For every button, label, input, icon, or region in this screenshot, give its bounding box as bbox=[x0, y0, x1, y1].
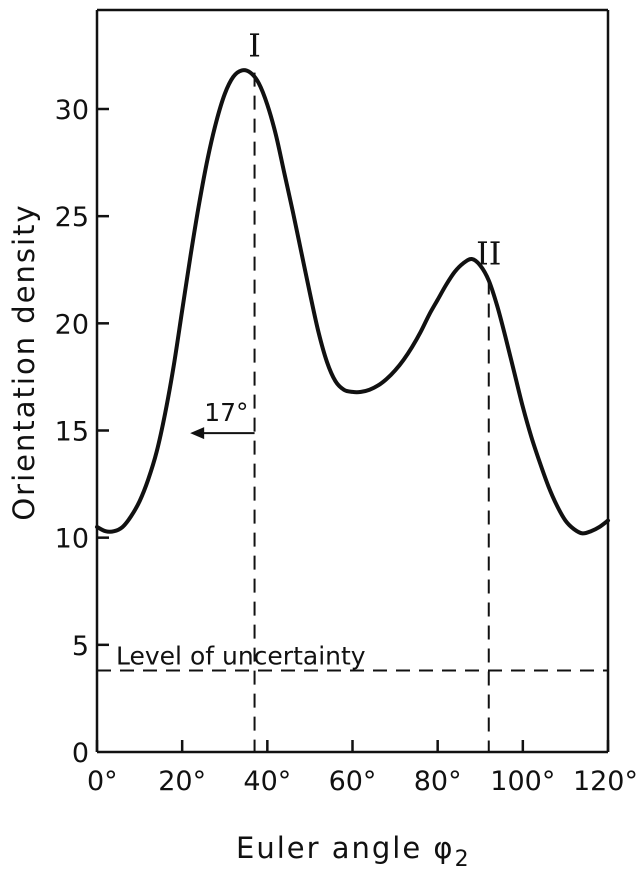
peak-label: I bbox=[248, 27, 261, 65]
x-axis-title-text: Euler angle φ bbox=[236, 831, 455, 865]
width-arrow-head bbox=[190, 427, 205, 440]
y-tick-label: 10 bbox=[55, 524, 89, 555]
y-tick-label: 20 bbox=[55, 309, 89, 340]
x-tick-label: 100° bbox=[490, 766, 555, 797]
y-tick-label: 0 bbox=[72, 738, 89, 769]
y-tick-label: 15 bbox=[55, 417, 89, 448]
x-axis-ticks: 0° 20° 40° 60° 80° 100° 120° bbox=[87, 740, 638, 797]
y-tick-label: 5 bbox=[72, 631, 89, 662]
uncertainty-level-label: Level of uncertainty bbox=[116, 642, 366, 671]
y-axis-title: Orientation density bbox=[7, 203, 41, 520]
x-axis-title-subscript: 2 bbox=[455, 847, 471, 870]
x-tick-label: 80° bbox=[414, 766, 462, 797]
width-annotation-label: 17° bbox=[204, 398, 248, 427]
x-axis-title: Euler angle φ2 bbox=[236, 831, 471, 870]
x-tick-label: 20° bbox=[158, 766, 206, 797]
y-tick-label: 30 bbox=[55, 95, 89, 126]
y-axis-ticks: 0 5 10 15 20 25 30 bbox=[55, 95, 109, 769]
x-tick-label: 60° bbox=[329, 766, 377, 797]
y-tick-label: 25 bbox=[55, 202, 89, 233]
orientation-density-curve bbox=[95, 68, 610, 536]
x-tick-label: 0° bbox=[87, 766, 118, 797]
x-tick-label: 120° bbox=[573, 766, 638, 797]
x-tick-label: 40° bbox=[243, 766, 291, 797]
